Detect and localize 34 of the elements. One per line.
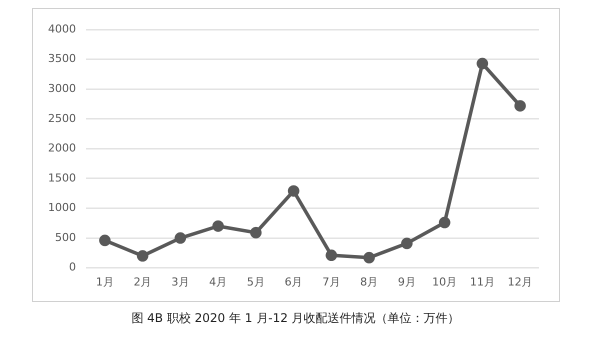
x-tick-label: 10月 bbox=[432, 275, 458, 288]
point bbox=[288, 185, 300, 197]
x-tick-label: 5月 bbox=[246, 275, 265, 288]
x-tick-label: 8月 bbox=[360, 275, 378, 288]
point bbox=[476, 58, 488, 70]
y-tick-label: 500 bbox=[54, 230, 76, 244]
point bbox=[212, 220, 224, 232]
y-tick-label: 1000 bbox=[48, 201, 76, 214]
text: 图 4B 职校 2020 年 1 月-12 月收配送件情况（单位：万件） bbox=[130, 310, 461, 327]
x-tick-label: 11月 bbox=[470, 275, 495, 288]
x-tick-label: 2月 bbox=[134, 275, 152, 288]
x-tick-label: 7月 bbox=[322, 275, 340, 288]
point bbox=[174, 232, 186, 244]
x-tick-label: 1月 bbox=[96, 275, 114, 288]
y-tick-label: 4000 bbox=[48, 22, 76, 36]
point bbox=[438, 216, 450, 228]
point bbox=[99, 234, 111, 246]
point bbox=[401, 238, 413, 250]
y-tick-label: 2000 bbox=[48, 142, 76, 155]
y-tick-label: 0 bbox=[68, 260, 76, 274]
point bbox=[136, 250, 148, 262]
point bbox=[514, 100, 526, 112]
point bbox=[363, 252, 375, 264]
y-tick-label: 3000 bbox=[48, 82, 76, 96]
x-tick-label: 3月 bbox=[171, 275, 190, 288]
point bbox=[326, 250, 338, 262]
x-tick-label: 6月 bbox=[284, 275, 303, 288]
x-tick-label: 9月 bbox=[398, 275, 416, 288]
x-tick-label: 12月 bbox=[508, 275, 533, 288]
x-tick-label: 4月 bbox=[209, 275, 228, 288]
y-tick-label: 3500 bbox=[48, 52, 76, 66]
point bbox=[250, 226, 262, 238]
y-tick-label: 1500 bbox=[48, 171, 76, 184]
y-tick-label: 2500 bbox=[48, 112, 76, 125]
